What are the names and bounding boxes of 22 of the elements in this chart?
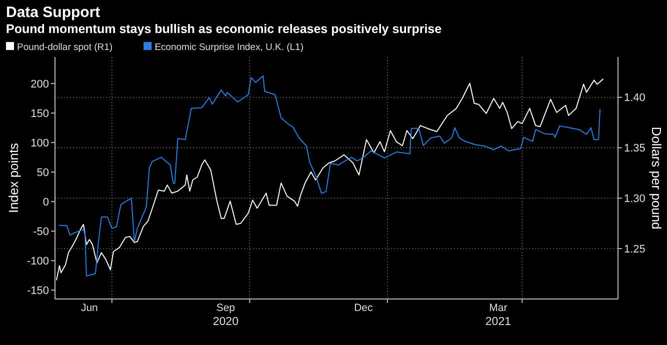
y-tick-label: 200 [30, 78, 49, 90]
y2-axis-title: Dollars per pound [649, 126, 664, 230]
y-axis-title: Index points [6, 142, 21, 214]
chart-subtitle: Pound momentum stays bullish as economic releases positively surprise [6, 22, 442, 36]
y2-tick-label: 1.25 [624, 243, 646, 256]
y-tick-label: 50 [36, 166, 49, 179]
y-tick-label: -100 [26, 255, 49, 268]
x-tick-label: Jun [80, 302, 98, 314]
x-tick-label: Sep 2020 [212, 302, 238, 328]
y-tick-label: 150 [30, 108, 49, 120]
x-tick-label: Dec [354, 302, 373, 314]
y2-tick-label: 1.30 [624, 193, 646, 206]
y2-tick-label: 1.35 [624, 142, 646, 155]
y-tick-label: 0 [42, 196, 49, 208]
chart-title: Data Support [6, 4, 100, 21]
y-tick-label: 100 [30, 137, 49, 150]
x-tick-label: Mar 2021 [485, 302, 512, 328]
y2-tick-label: 1.40 [624, 92, 646, 104]
y-tick-label: -150 [26, 284, 49, 297]
legend-label: Pound-dollar spot (R1) [17, 42, 113, 53]
y-tick-label: -50 [33, 226, 49, 238]
legend-label: Economic Surprise Index, U.K. (L1) [154, 42, 304, 53]
